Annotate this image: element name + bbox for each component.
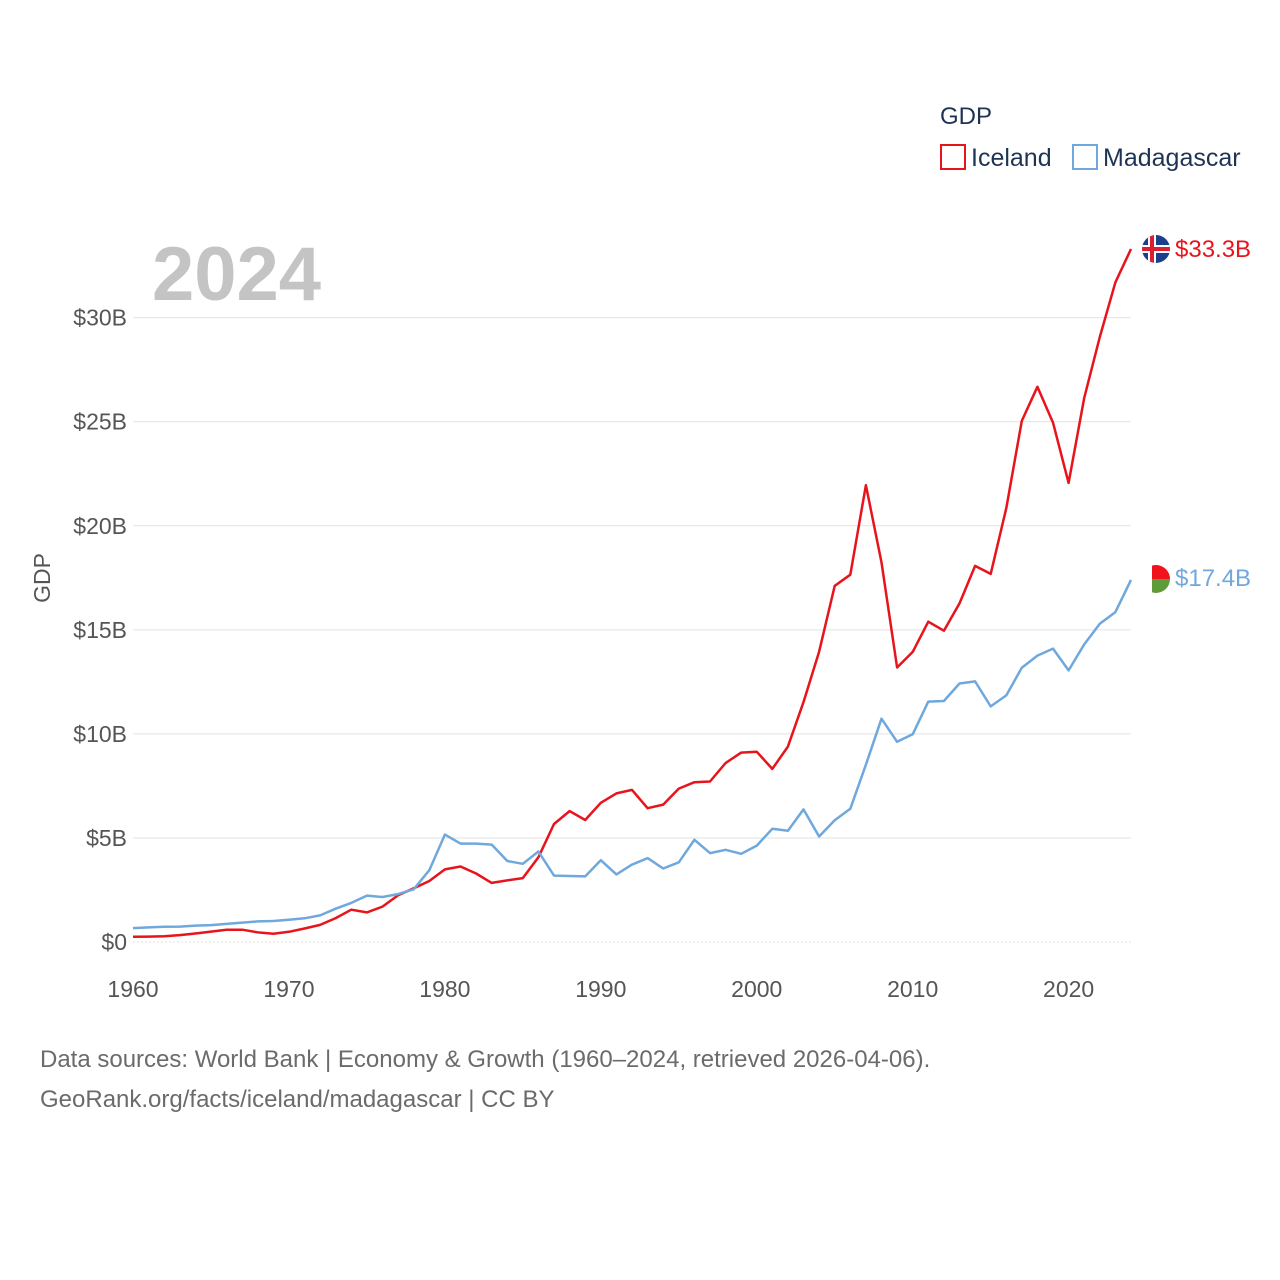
y-axis-title: GDP — [29, 553, 55, 603]
y-tick-label: $25B — [73, 409, 127, 435]
x-axis-ticks: 1960 1970 1980 1990 2000 2010 2020 — [107, 976, 1094, 1002]
footer-sources: Data sources: World Bank | Economy & Gro… — [40, 1046, 931, 1073]
x-tick-label: 1980 — [419, 976, 470, 1002]
y-tick-label: $30B — [73, 305, 127, 331]
x-tick-label: 1990 — [575, 976, 626, 1002]
y-tick-label: $15B — [73, 617, 127, 643]
end-value-iceland: $33.3B — [1175, 236, 1251, 263]
legend-swatch-iceland — [940, 144, 966, 170]
x-tick-label: 2000 — [731, 976, 782, 1002]
x-tick-label: 1970 — [263, 976, 314, 1002]
y-tick-label: $5B — [86, 825, 127, 851]
x-tick-label: 1960 — [107, 976, 158, 1002]
series-line-madagascar — [132, 579, 1133, 930]
legend-label-madagascar: Madagascar — [1103, 144, 1241, 172]
y-tick-label: $10B — [73, 721, 127, 747]
grid-lines — [133, 317, 1131, 943]
x-tick-label: 2020 — [1043, 976, 1094, 1002]
legend-swatch-madagascar — [1072, 144, 1098, 170]
x-tick-label: 2010 — [887, 976, 938, 1002]
legend-label-iceland: Iceland — [971, 144, 1052, 172]
y-axis-ticks: $0 $5B $10B $15B $20B $25B $30B — [73, 305, 127, 955]
legend-title: GDP — [940, 103, 992, 130]
legend: GDP Iceland Madagascar — [940, 103, 1241, 172]
series-lines — [132, 248, 1133, 939]
y-tick-label: $0 — [101, 929, 127, 955]
footer-attribution: GeoRank.org/facts/iceland/madagascar | C… — [40, 1086, 555, 1113]
year-label: 2024 — [152, 232, 321, 317]
y-tick-label: $20B — [73, 513, 127, 539]
end-value-madagascar: $17.4B — [1175, 565, 1251, 592]
series-line-iceland — [132, 248, 1133, 939]
iceland-flag-icon — [1142, 235, 1170, 263]
madagascar-flag-icon — [1142, 565, 1170, 593]
